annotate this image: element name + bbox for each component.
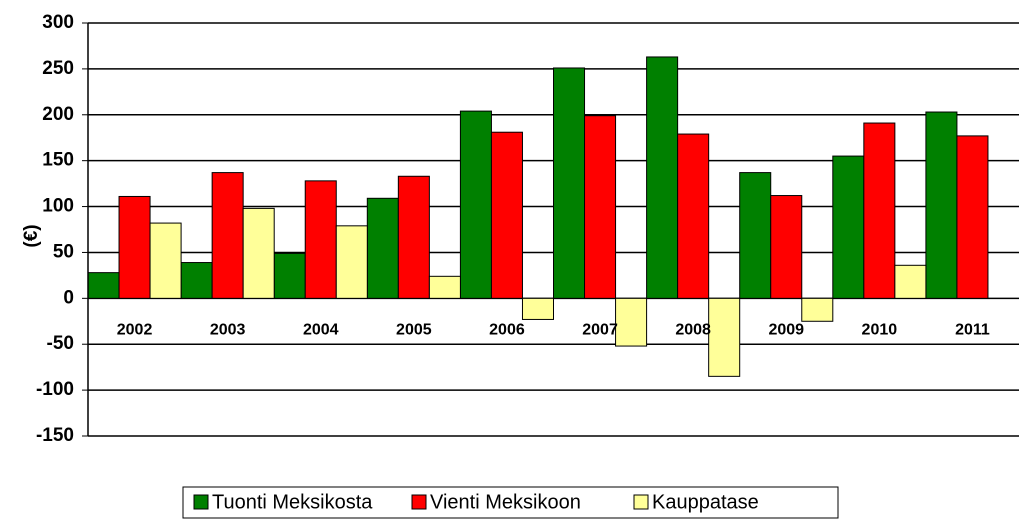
y-tick-label: 200: [42, 104, 74, 125]
bar: [490, 131, 523, 299]
bar: [553, 67, 586, 299]
bar: [273, 252, 306, 299]
legend-swatch: [411, 494, 427, 510]
bar: [118, 195, 151, 299]
legend: [182, 486, 839, 519]
y-tick-label: 250: [42, 58, 74, 79]
x-tick-label: 2011: [955, 322, 990, 339]
y-tick-label: 100: [42, 196, 74, 217]
bar: [459, 110, 492, 299]
bar: [677, 133, 710, 299]
legend-swatch: [193, 494, 209, 510]
x-tick-label: 2007: [582, 322, 618, 339]
y-tick-label: -150: [36, 425, 74, 446]
bar: [770, 195, 803, 299]
bar: [615, 297, 648, 347]
x-tick-label: 2006: [489, 322, 525, 339]
legend-label: Tuonti Meksikosta: [212, 491, 373, 513]
y-tick-label: 50: [53, 241, 74, 262]
bar: [894, 264, 927, 299]
bar: [397, 175, 430, 299]
x-tick-label: 2009: [768, 322, 804, 339]
y-tick-label: -100: [36, 379, 74, 400]
y-tick-label: -50: [47, 333, 74, 354]
bar: [180, 262, 213, 299]
x-tick-label: 2005: [396, 322, 432, 339]
bar: [832, 155, 865, 299]
x-tick-label: 2003: [210, 322, 246, 339]
bar: [956, 135, 989, 299]
bar: [242, 207, 275, 299]
bar: [521, 297, 555, 320]
bar: [863, 122, 896, 299]
bar: [211, 172, 244, 299]
y-tick-label: 300: [42, 12, 74, 33]
x-tick-label: 2002: [117, 322, 153, 339]
x-tick-label: 2008: [675, 322, 711, 339]
bar: [304, 180, 337, 299]
legend-label: Kauppatase: [652, 491, 759, 513]
y-axis-label: (€): [21, 224, 42, 247]
bar: [801, 297, 834, 322]
bar: [335, 225, 368, 299]
y-tick-label: 0: [63, 287, 74, 308]
x-tick-label: 2010: [862, 322, 898, 339]
bar: [366, 197, 399, 299]
y-tick-label: 150: [42, 150, 74, 171]
legend-swatch: [633, 494, 649, 510]
x-tick-label: 2004: [303, 322, 339, 339]
bar: [87, 272, 120, 299]
bar: [646, 56, 679, 299]
bar: [428, 275, 461, 299]
bar: [739, 172, 772, 299]
bar: [708, 297, 741, 377]
legend-label: Vienti Meksikoon: [430, 491, 581, 513]
bar: [925, 111, 958, 299]
bar: [584, 115, 617, 299]
bar: [149, 222, 182, 299]
